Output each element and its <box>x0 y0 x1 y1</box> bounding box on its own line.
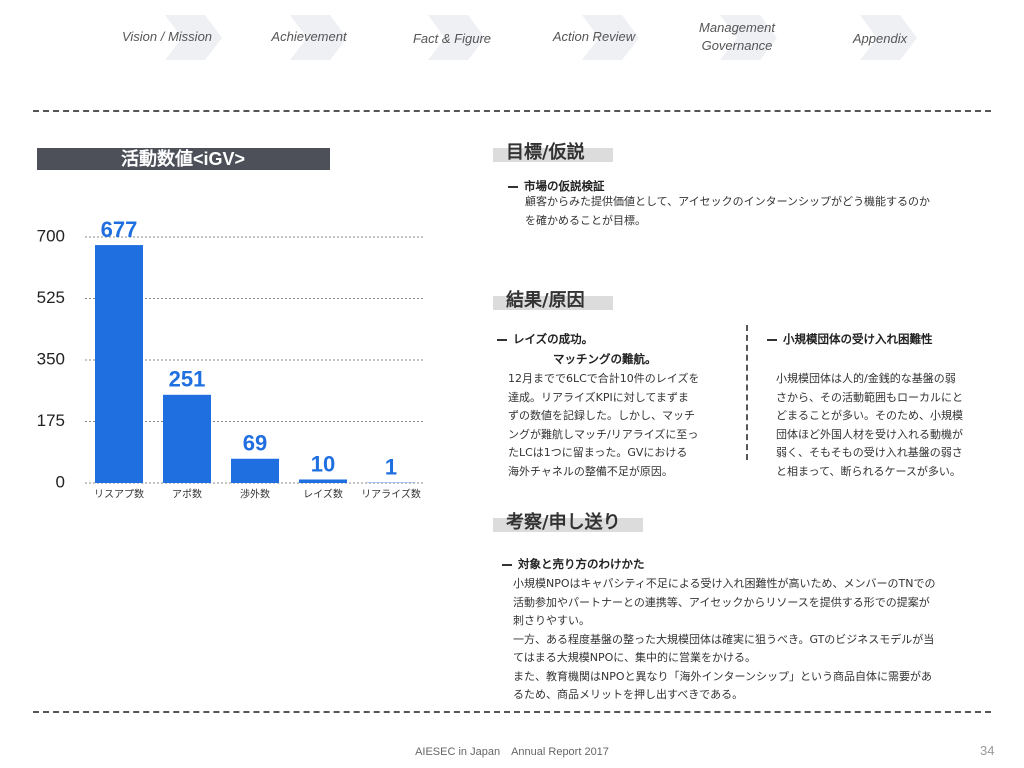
divider <box>33 711 991 713</box>
y-tick-label: 350 <box>37 349 65 368</box>
text-line: さから、その活動範囲もローカルにと <box>776 390 963 404</box>
body-text: 小規模NPOはキャパシティ不足による受け入れ困難性が高いため、メンバーのTNでの… <box>513 575 935 705</box>
text-line: 団体ほど外国人材を受け入れる動機が <box>776 427 963 441</box>
column-divider <box>746 325 748 460</box>
chart: 活動数値<iGV> 0 175 350 525 700 リスアプ数 677 アポ数 251 渉外数… <box>37 148 425 501</box>
y-tick-label: 700 <box>37 226 65 245</box>
section-heading: 考察/申し送り <box>506 512 621 533</box>
page-number: 34 <box>980 743 995 758</box>
section-heading: 結果/原因 <box>506 290 585 311</box>
text-line: と相まって、断られるケースが多い。 <box>776 464 961 478</box>
text-line: ずの数値を記録した。しかし、マッチ <box>508 409 695 422</box>
x-tick-label: リアライズ数 <box>361 488 421 501</box>
x-tick-label: 渉外数 <box>240 488 270 501</box>
value-label: 1 <box>385 454 397 479</box>
nav-arrows <box>165 15 917 60</box>
y-tick-label: 175 <box>37 411 65 430</box>
text-line: 活動参加やパートナーとの連携等、アイセックからリソースを提供する形での提案が <box>513 595 930 609</box>
chart-title-bar <box>37 148 330 170</box>
text-line: 顧客からみた提供価値として、アイセックのインターンシップがどう機能するのか <box>525 195 931 208</box>
nav-item[interactable]: Vision / Mission <box>121 29 213 44</box>
text-line: また、教育機関はNPOと異なり「海外インターンシップ」という商品自体に需要があ <box>513 669 932 683</box>
bar <box>95 245 143 483</box>
text-line: るため、商品メリットを押し出すべきである。 <box>513 688 744 701</box>
subheading: レイズの成功。 <box>497 331 593 347</box>
text-line: どまることが多い。そのため、小規模 <box>776 409 963 422</box>
text-line: てはまる大規模NPOに、集中的に営業をかける。 <box>513 651 756 664</box>
text-line: 一方、ある程度基盤の整った大規模団体は確実に狙うべき。GTのビジネスモデルが当 <box>513 632 935 646</box>
section-heading: 目標/仮説 <box>506 142 585 163</box>
x-tick-label: リスアプ数 <box>94 488 144 501</box>
bar <box>231 458 279 483</box>
heading-highlight <box>493 518 643 532</box>
subheading: 市場の仮説検証 <box>508 178 605 194</box>
nav-item[interactable]: Fact & Figure <box>412 31 492 46</box>
bar <box>299 479 347 483</box>
text-line: たLCは1つに留まった。GVにおける <box>508 446 688 459</box>
heading-highlight <box>493 296 613 310</box>
heading-highlight <box>493 148 613 162</box>
chart-title: 活動数値<iGV> <box>121 148 245 169</box>
y-tick-label: 525 <box>37 288 65 307</box>
text-line: 小規模NPOはキャパシティ不足による受け入れ困難性が高いため、メンバーのTNでの <box>513 577 936 590</box>
body-text: 12月までで6LCで合計10件のレイズを 達成。リアライズKPIに対してまずま … <box>508 370 699 481</box>
x-tick-label: レイズ数 <box>303 488 343 501</box>
body-text: 顧客からみた提供価値として、アイセックのインターンシップがどう機能するのか を確… <box>525 193 930 230</box>
y-tick-label: 0 <box>56 472 65 491</box>
nav-item[interactable]: Appendix <box>852 31 908 46</box>
text-line: 刺さりやすい。 <box>513 614 590 627</box>
footer-text: AIESEC in Japan Annual Report 2017 <box>415 746 609 758</box>
subheading-line: マッチングの難航。 <box>553 352 657 366</box>
text-line: 小規模団体は人的/金銭的な基盤の弱 <box>776 372 956 385</box>
nav-item[interactable]: Achievement <box>271 29 347 44</box>
subheading: 対象と売り方のわけかた <box>502 556 645 572</box>
value-label: 69 <box>243 431 267 456</box>
text-line: 12月までで6LCで合計10件のレイズを <box>508 372 700 385</box>
subheading: 小規模団体の受け入れ困難性 <box>767 331 933 347</box>
text-line: 達成。リアライズKPIに対してまずま <box>508 390 689 404</box>
value-label: 251 <box>169 367 206 392</box>
text-line: を確かめることが目標。 <box>525 213 646 227</box>
chevrons <box>165 15 917 60</box>
divider <box>33 110 991 112</box>
text-line: ングが難航しマッチ/リアライズに至っ <box>508 427 699 441</box>
nav-item[interactable]: Management Governance <box>699 20 775 53</box>
text-line: 海外チャネルの整備不足が原因。 <box>508 464 673 478</box>
value-label: 10 <box>311 451 335 476</box>
x-tick-label: アポ数 <box>172 488 202 501</box>
body-text: 小規模団体は人的/金銭的な基盤の弱 さから、その活動範囲もローカルにと どまるこ… <box>776 370 963 481</box>
value-label: 677 <box>101 217 138 242</box>
text-line: 弱く、そもそもの受け入れ基盤の弱さ <box>776 446 963 459</box>
bar <box>163 394 211 483</box>
nav-item[interactable]: Action Review <box>552 29 636 44</box>
